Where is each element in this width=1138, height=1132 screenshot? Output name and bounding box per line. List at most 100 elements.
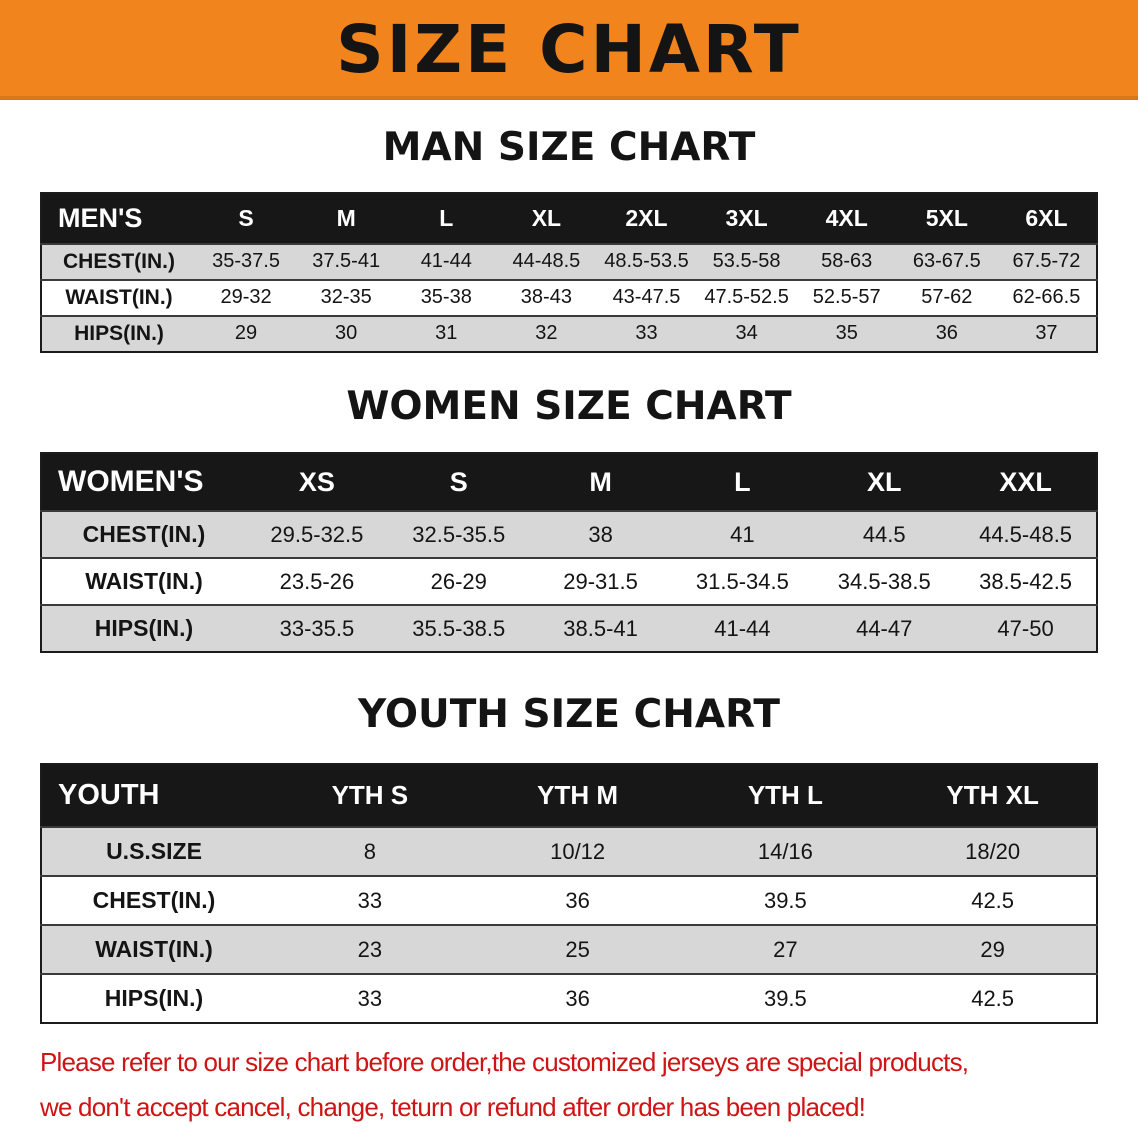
women-size-table: WOMEN'S XS S M L XL XXL CHEST(IN.) 29.5-32.5 32.5… xyxy=(40,452,1098,654)
size-value-cell: 29-31.5 xyxy=(563,568,638,594)
size-value-cell: 23.5-26 xyxy=(279,568,355,594)
size-column-header: 5XL xyxy=(896,192,997,244)
women-size-chart-section: WOMEN SIZE CHART WOMEN'S XS S M L XL XXL CHEST(… xyxy=(0,383,1138,654)
size-value-cell: 14/16 xyxy=(757,838,813,864)
size-value-cell: 26-29 xyxy=(430,568,487,594)
size-value-cell: 10/12 xyxy=(550,838,606,864)
size-value-cell: 38-43 xyxy=(520,286,572,309)
size-column-header: XL xyxy=(813,453,956,512)
size-column-header: XL xyxy=(496,192,597,244)
size-value-cell: 23 xyxy=(357,936,383,962)
table-corner-label: MEN'S xyxy=(41,192,196,244)
size-value-cell: 57-62 xyxy=(921,286,973,309)
size-value-cell: 48.5-53.5 xyxy=(604,250,689,273)
size-value-cell: 67.5-72 xyxy=(1012,250,1081,273)
size-value-cell: 36 xyxy=(565,887,590,913)
row-label: WAIST(IN.) xyxy=(95,936,213,963)
size-value-cell: 32-35 xyxy=(320,286,372,309)
row-label: WAIST(IN.) xyxy=(85,568,203,595)
size-value-cell: 36 xyxy=(935,322,958,345)
size-value-cell: 37.5-41 xyxy=(312,250,381,273)
size-value-cell: 29 xyxy=(980,936,1005,962)
size-value-cell: 29.5-32.5 xyxy=(270,521,364,547)
size-value-cell: 34.5-38.5 xyxy=(837,568,931,594)
men-size-chart-heading: MAN SIZE CHART xyxy=(382,125,756,170)
size-value-cell: 53.5-58 xyxy=(712,250,781,273)
women-size-chart-heading: WOMEN SIZE CHART xyxy=(346,383,792,429)
size-value-cell: 39.5 xyxy=(763,887,807,913)
size-value-cell: 44.5-48.5 xyxy=(979,521,1073,547)
table-row: HIPS(IN.) 29 30 31 32 33 34 35 36 37 xyxy=(41,315,1097,352)
size-value-cell: 30 xyxy=(335,322,358,345)
row-label: HIPS(IN.) xyxy=(74,321,164,345)
size-value-cell: 63-67.5 xyxy=(912,250,981,273)
size-value-cell: 34 xyxy=(735,322,758,345)
table-header-row: YOUTH YTH S YTH M YTH L YTH XL xyxy=(41,764,1097,828)
size-column-header: YTH S xyxy=(266,764,474,828)
size-value-cell: 33 xyxy=(635,322,658,345)
men-size-chart-section: MAN SIZE CHART MEN'S S M L XL 2XL 3XL 4XL 5XL 6XL… xyxy=(0,126,1138,353)
size-value-cell: 32.5-35.5 xyxy=(412,521,506,547)
table-corner-label: YOUTH xyxy=(41,764,266,828)
row-label: CHEST(IN.) xyxy=(92,887,216,914)
youth-size-chart-heading: YOUTH SIZE CHART xyxy=(358,692,780,738)
size-value-cell: 35 xyxy=(835,322,858,345)
youth-size-chart-section: YOUTH SIZE CHART YOUTH YTH S YTH M YTH L YTH… xyxy=(0,692,1138,1025)
size-value-cell: 38.5-41 xyxy=(563,615,638,641)
size-value-cell: 42.5 xyxy=(971,985,1015,1011)
size-value-cell: 29 xyxy=(234,322,258,345)
size-value-cell: 52.5-57 xyxy=(812,286,881,309)
size-value-cell: 33 xyxy=(357,887,383,913)
size-column-header: L xyxy=(396,192,497,244)
size-column-header: L xyxy=(671,453,814,512)
size-value-cell: 33-35.5 xyxy=(279,615,355,641)
size-value-cell: 47-50 xyxy=(997,615,1054,641)
size-column-header: M xyxy=(529,453,672,512)
size-value-cell: 41-44 xyxy=(420,250,472,273)
size-value-cell: 27 xyxy=(773,936,798,962)
disclaimer-line-1: Please refer to our size chart before or… xyxy=(40,1047,969,1078)
table-row: CHEST(IN.) 29.5-32.5 32.5-35.5 38 41 44.5 44.5… xyxy=(41,511,1097,559)
row-label: U.S.SIZE xyxy=(106,838,202,865)
table-header-row: WOMEN'S XS S M L XL XXL xyxy=(41,453,1097,512)
banner-title: SIZE CHART xyxy=(336,11,802,88)
youth-size-table: YOUTH YTH S YTH M YTH L YTH XL U.S.SIZE 8 10/12… xyxy=(40,763,1098,1025)
size-value-cell: 58-63 xyxy=(821,250,873,273)
size-column-header: YTH L xyxy=(681,764,890,828)
size-value-cell: 33 xyxy=(357,985,383,1011)
size-value-cell: 39.5 xyxy=(763,985,807,1011)
size-value-cell: 42.5 xyxy=(971,887,1015,913)
table-header-row: MEN'S S M L XL 2XL 3XL 4XL 5XL 6XL xyxy=(41,192,1097,244)
size-value-cell: 31 xyxy=(435,322,458,345)
size-column-header: M xyxy=(296,192,397,244)
table-row: WAIST(IN.) 23.5-26 26-29 29-31.5 31.5-34.5 34… xyxy=(41,558,1097,606)
size-column-header: 6XL xyxy=(996,192,1097,244)
table-row: HIPS(IN.) 33-35.5 35.5-38.5 38.5-41 41-44 44-… xyxy=(41,605,1097,653)
size-column-header: S xyxy=(387,453,530,512)
size-value-cell: 41 xyxy=(730,521,755,547)
row-label: HIPS(IN.) xyxy=(94,615,194,642)
size-value-cell: 44.5 xyxy=(862,521,906,547)
size-value-cell: 35.5-38.5 xyxy=(412,615,506,641)
size-value-cell: 29-32 xyxy=(220,286,272,309)
table-corner-label: WOMEN'S xyxy=(41,453,246,512)
size-column-header: YTH XL xyxy=(889,764,1097,828)
table-row: CHEST(IN.) 35-37.5 37.5-41 41-44 44-48.5 48.5… xyxy=(41,243,1097,280)
size-value-cell: 38.5-42.5 xyxy=(979,568,1073,594)
size-column-header: XXL xyxy=(955,453,1097,512)
size-value-cell: 47.5-52.5 xyxy=(704,286,789,309)
size-value-cell: 35-38 xyxy=(420,286,472,309)
disclaimer-line-2: we don't accept cancel, change, teturn o… xyxy=(40,1092,866,1123)
men-size-table: MEN'S S M L XL 2XL 3XL 4XL 5XL 6XL CHEST(IN.) 35-37… xyxy=(40,191,1098,353)
size-value-cell: 44-48.5 xyxy=(512,250,581,273)
size-value-cell: 35-37.5 xyxy=(212,250,280,273)
table-row: HIPS(IN.) 33 36 39.5 42.5 xyxy=(41,974,1097,1024)
row-label: CHEST(IN.) xyxy=(63,249,175,273)
size-charts: MAN SIZE CHART MEN'S S M L XL 2XL 3XL 4XL 5XL 6XL… xyxy=(0,126,1138,1130)
size-chart-banner: SIZE CHART xyxy=(0,0,1138,100)
table-row: WAIST(IN.) 29-32 32-35 35-38 38-43 43-47.5 47.… xyxy=(41,279,1097,316)
table-row: WAIST(IN.) 23 25 27 29 xyxy=(41,925,1097,975)
table-row: U.S.SIZE 8 10/12 14/16 18/20 xyxy=(41,827,1097,877)
size-column-header: 3XL xyxy=(696,192,797,244)
size-value-cell: 41-44 xyxy=(714,615,771,641)
